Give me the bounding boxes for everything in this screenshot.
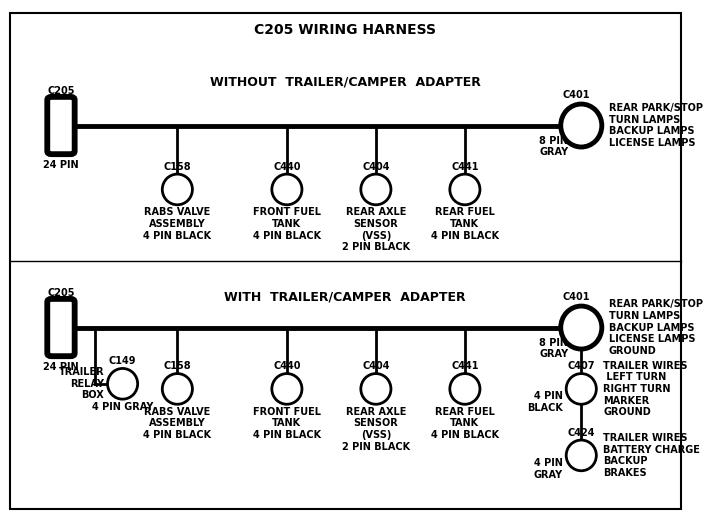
Text: C440: C440	[273, 161, 301, 172]
Text: C407: C407	[567, 361, 595, 371]
Ellipse shape	[361, 174, 391, 205]
Text: WITHOUT  TRAILER/CAMPER  ADAPTER: WITHOUT TRAILER/CAMPER ADAPTER	[210, 75, 480, 88]
Ellipse shape	[566, 440, 596, 471]
Text: RABS VALVE
ASSEMBLY
4 PIN BLACK: RABS VALVE ASSEMBLY 4 PIN BLACK	[143, 407, 212, 440]
Text: TRAILER WIRES
BATTERY CHARGE
BACKUP
BRAKES: TRAILER WIRES BATTERY CHARGE BACKUP BRAK…	[603, 433, 700, 478]
Text: C149: C149	[109, 356, 136, 366]
Text: TRAILER WIRES
 LEFT TURN
RIGHT TURN
MARKER
GROUND: TRAILER WIRES LEFT TURN RIGHT TURN MARKE…	[603, 361, 688, 417]
Text: C404: C404	[362, 361, 390, 371]
Text: C441: C441	[451, 161, 479, 172]
Text: 24 PIN: 24 PIN	[43, 362, 78, 372]
Ellipse shape	[107, 369, 138, 399]
Text: C401: C401	[562, 90, 590, 100]
Text: C158: C158	[163, 161, 192, 172]
Ellipse shape	[561, 104, 602, 147]
Text: 8 PIN
GRAY: 8 PIN GRAY	[539, 338, 569, 359]
Text: REAR PARK/STOP
TURN LAMPS
BACKUP LAMPS
LICENSE LAMPS: REAR PARK/STOP TURN LAMPS BACKUP LAMPS L…	[608, 103, 703, 148]
Text: C424: C424	[567, 428, 595, 437]
Text: C401: C401	[562, 292, 590, 302]
Ellipse shape	[272, 174, 302, 205]
Text: TRAILER
RELAY
BOX: TRAILER RELAY BOX	[58, 367, 104, 400]
Text: C441: C441	[451, 361, 479, 371]
Text: REAR FUEL
TANK
4 PIN BLACK: REAR FUEL TANK 4 PIN BLACK	[431, 407, 499, 440]
Text: C404: C404	[362, 161, 390, 172]
Text: 8 PIN
GRAY: 8 PIN GRAY	[539, 136, 569, 157]
FancyBboxPatch shape	[48, 97, 75, 154]
Text: 4 PIN
GRAY: 4 PIN GRAY	[534, 458, 563, 480]
Text: FRONT FUEL
TANK
4 PIN BLACK: FRONT FUEL TANK 4 PIN BLACK	[253, 207, 321, 240]
Ellipse shape	[162, 174, 192, 205]
Text: 24 PIN: 24 PIN	[43, 160, 78, 170]
Ellipse shape	[566, 374, 596, 404]
FancyBboxPatch shape	[48, 299, 75, 356]
Ellipse shape	[162, 374, 192, 404]
Text: REAR AXLE
SENSOR
(VSS)
2 PIN BLACK: REAR AXLE SENSOR (VSS) 2 PIN BLACK	[342, 207, 410, 252]
Ellipse shape	[450, 174, 480, 205]
Text: 4 PIN GRAY: 4 PIN GRAY	[92, 402, 153, 412]
Text: REAR FUEL
TANK
4 PIN BLACK: REAR FUEL TANK 4 PIN BLACK	[431, 207, 499, 240]
Text: C205: C205	[48, 288, 75, 298]
Text: RABS VALVE
ASSEMBLY
4 PIN BLACK: RABS VALVE ASSEMBLY 4 PIN BLACK	[143, 207, 212, 240]
Text: FRONT FUEL
TANK
4 PIN BLACK: FRONT FUEL TANK 4 PIN BLACK	[253, 407, 321, 440]
Ellipse shape	[272, 374, 302, 404]
Ellipse shape	[561, 306, 602, 349]
Text: C205: C205	[48, 86, 75, 96]
Text: REAR PARK/STOP
TURN LAMPS
BACKUP LAMPS
LICENSE LAMPS
GROUND: REAR PARK/STOP TURN LAMPS BACKUP LAMPS L…	[608, 299, 703, 356]
Text: C158: C158	[163, 361, 192, 371]
Text: C440: C440	[273, 361, 301, 371]
Text: WITH  TRAILER/CAMPER  ADAPTER: WITH TRAILER/CAMPER ADAPTER	[224, 291, 466, 303]
Text: C205 WIRING HARNESS: C205 WIRING HARNESS	[254, 23, 436, 37]
Text: 4 PIN
BLACK: 4 PIN BLACK	[527, 391, 563, 413]
Ellipse shape	[450, 374, 480, 404]
Ellipse shape	[361, 374, 391, 404]
Text: REAR AXLE
SENSOR
(VSS)
2 PIN BLACK: REAR AXLE SENSOR (VSS) 2 PIN BLACK	[342, 407, 410, 452]
